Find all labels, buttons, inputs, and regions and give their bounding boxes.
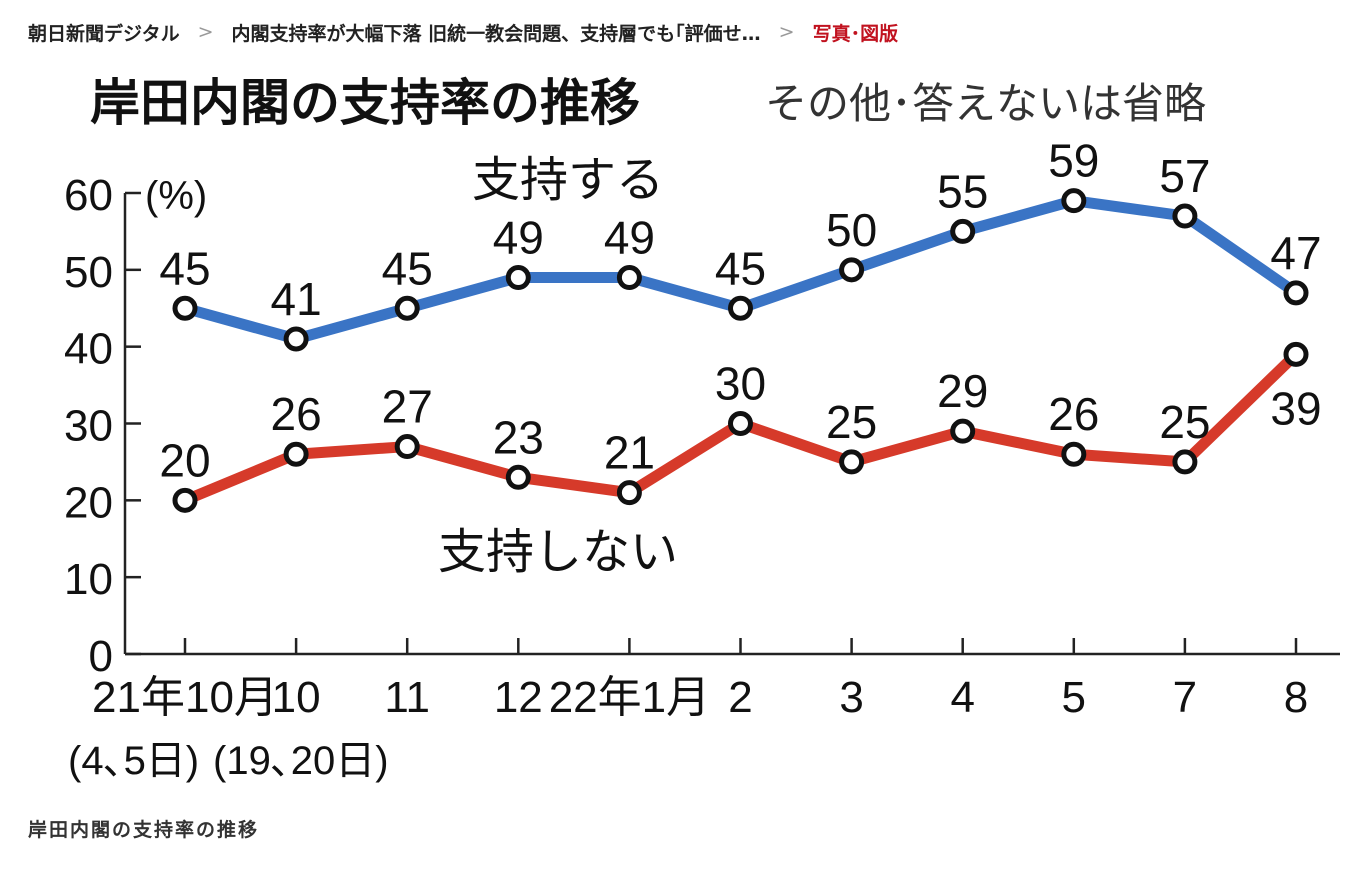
chart-series: 45 41 45 49 49 45 50 55 59 57 47 支持する 20 26 27 23 21 30 25… (159, 135, 1321, 579)
data-point (1283, 280, 1309, 306)
data-label: 49 (604, 212, 655, 264)
data-label: 23 (493, 411, 544, 463)
y-tick-label: 60 (64, 171, 113, 220)
data-point (950, 218, 976, 244)
x-tick-label: 11 (384, 673, 430, 722)
series-name-label: 支持する (472, 154, 664, 207)
x-tick-label: 22年1月 (549, 673, 710, 722)
data-label: 49 (493, 212, 544, 264)
y-tick-label: 50 (64, 248, 113, 297)
y-tick-label: 20 (64, 478, 113, 527)
data-point (728, 295, 753, 321)
breadcrumb-separator: > (778, 21, 795, 43)
data-point (1283, 341, 1309, 367)
data-point (950, 418, 976, 444)
breadcrumb-article-link[interactable]: 内閣支持率が大幅下落 旧統一教会問題、支持層でも｢評価せ… (231, 22, 761, 45)
breadcrumb-separator: > (197, 21, 214, 43)
data-point (1172, 449, 1198, 475)
x-tick-label: 8 (1284, 673, 1308, 722)
data-point (283, 326, 309, 352)
data-label: 41 (271, 273, 322, 325)
data-point (1061, 188, 1087, 214)
data-label: 45 (382, 242, 433, 294)
x-tick-label: 4 (950, 673, 974, 722)
figure-caption: 岸田内閣の支持率の推移 (28, 819, 260, 841)
data-point (616, 265, 642, 291)
data-label: 45 (159, 242, 210, 294)
data-point (839, 257, 865, 283)
chart-subtitle: その他･答えないは省略 (765, 80, 1206, 127)
x-tick-sublabel: (19､20日) (213, 739, 389, 783)
data-label: 29 (937, 365, 988, 417)
x-tick-label: 3 (839, 673, 863, 722)
data-label: 26 (271, 388, 322, 440)
chart-image: 岸田内閣の支持率の推移 その他･答えないは省略 0 10 20 30 40 50 60 (%)… (28, 58, 1348, 788)
data-label: 45 (715, 242, 766, 294)
data-label: 47 (1270, 227, 1321, 279)
x-tick-label: 21年10月 (92, 673, 278, 722)
data-point (172, 295, 198, 321)
data-label: 25 (826, 396, 877, 448)
data-label: 30 (715, 358, 766, 410)
y-tick-label: 0 (89, 632, 113, 681)
data-point (283, 441, 309, 467)
data-point (1172, 203, 1198, 229)
data-label: 50 (826, 204, 877, 256)
breadcrumb-site-link[interactable]: 朝日新聞デジタル (28, 22, 180, 45)
data-point (394, 295, 420, 321)
y-tick-label: 30 (64, 402, 113, 451)
data-point (1061, 441, 1087, 467)
x-tick-label: 7 (1173, 673, 1197, 722)
y-axis-unit-label: (%) (145, 174, 207, 218)
data-point (505, 265, 531, 291)
chart-title: 岸田内閣の支持率の推移 (90, 75, 640, 131)
breadcrumb-photo-link[interactable]: 写真･図版 (812, 22, 899, 45)
chart-svg: 岸田内閣の支持率の推移 その他･答えないは省略 0 10 20 30 40 50 60 (%)… (64, 75, 1340, 783)
data-point (394, 434, 420, 460)
data-label: 59 (1048, 135, 1099, 187)
y-tick-label: 40 (64, 325, 113, 374)
data-label: 21 (604, 427, 655, 479)
data-point (616, 480, 642, 506)
data-label: 25 (1159, 396, 1210, 448)
data-label: 39 (1270, 382, 1321, 434)
y-tick-label: 10 (64, 555, 113, 604)
x-tick-label: 12 (494, 673, 543, 722)
data-label: 26 (1048, 388, 1099, 440)
data-point (728, 411, 753, 436)
x-tick-label: 2 (728, 673, 752, 722)
data-point (839, 449, 865, 475)
data-label: 55 (937, 165, 988, 217)
x-tick-label: 10 (272, 673, 321, 722)
data-label: 57 (1159, 150, 1210, 202)
x-tick-sublabel: (4､5日) (68, 739, 199, 783)
series-name-label: 支持しない (438, 526, 678, 579)
data-point (505, 464, 531, 490)
data-label: 27 (382, 381, 433, 433)
x-tick-label: 5 (1062, 673, 1086, 722)
data-label: 20 (159, 434, 210, 486)
data-point (172, 487, 198, 513)
breadcrumb: 朝日新聞デジタル > 内閣支持率が大幅下落 旧統一教会問題、支持層でも｢評価せ…… (28, 18, 898, 46)
